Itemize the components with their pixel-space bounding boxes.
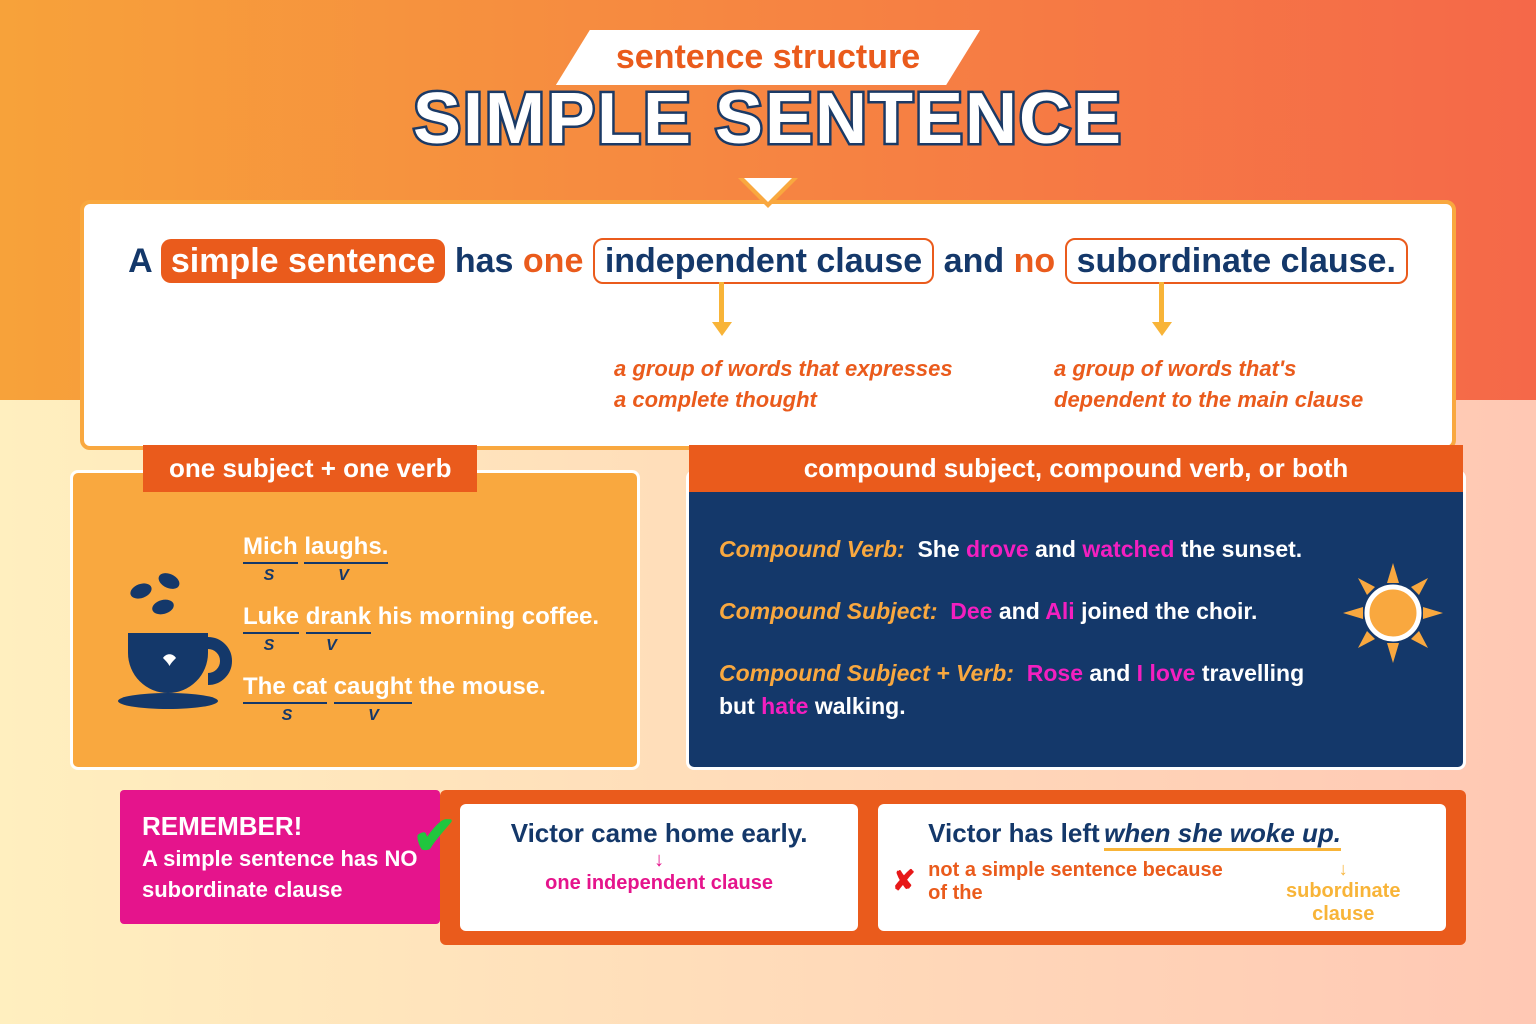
def-mid2: and	[944, 242, 1004, 280]
bottom-examples-panel: ✔ Victor came home early. ↓ one independ…	[440, 790, 1466, 945]
good-example-card: ✔ Victor came home early. ↓ one independ…	[460, 804, 858, 931]
example-row: Mich laughs.	[243, 533, 607, 561]
cs-label: Compound Subject:	[719, 598, 937, 624]
cb-p3: walking.	[815, 693, 906, 719]
arrow-down-icon-1	[712, 322, 732, 336]
arrow-icon: ↓	[482, 849, 836, 872]
tab-one-subject-verb: one subject + one verb	[143, 445, 477, 492]
cb-v2: hate	[761, 693, 808, 719]
callout-independent: a group of words that expresses a comple…	[614, 354, 953, 416]
remember-callout: REMEMBER! A simple sentence has NO subor…	[120, 790, 440, 924]
cs-p2: joined the choir.	[1081, 598, 1257, 624]
cross-icon: ✘	[892, 864, 915, 897]
cb-v1: love	[1149, 660, 1195, 686]
bad-p2: when she woke up.	[1104, 818, 1341, 851]
callout-subordinate: a group of words that's dependent to the…	[1054, 354, 1363, 416]
cv-p2: and	[1035, 536, 1076, 562]
arrow-stem-1	[719, 282, 724, 322]
good-sub: one independent clause	[482, 872, 836, 895]
cb-p1: and	[1089, 660, 1130, 686]
cv-label: Compound Verb:	[719, 536, 905, 562]
check-icon: ✔	[412, 804, 457, 867]
definition-line: A simple sentence has one independent cl…	[124, 234, 1412, 288]
cb-h1: Rose	[1027, 660, 1083, 686]
bad-sub1: not a simple sentence because of the	[928, 859, 1242, 905]
def-highlight-simple: simple sentence	[161, 239, 446, 283]
sv-labels: S V	[243, 707, 607, 743]
cs-h1: Dee	[950, 598, 992, 624]
cv-h2: watched	[1082, 536, 1174, 562]
cs-h2: Ali	[1045, 598, 1074, 624]
bad-p1: Victor has left	[928, 818, 1099, 848]
cv-p3: the sunset.	[1181, 536, 1302, 562]
definition-box: A simple sentence has one independent cl…	[80, 200, 1456, 450]
examples-list: Mich laughs. S VLuke drank his morning c…	[243, 533, 607, 743]
compound-verb-line: Compound Verb: She drove and watched the…	[719, 533, 1323, 565]
cv-h1: drove	[966, 536, 1029, 562]
arrow-icon-2: ↓	[1262, 859, 1424, 880]
cv-p1: She	[917, 536, 959, 562]
def-mid1: has	[455, 242, 514, 280]
tab-compound: compound subject, compound verb, or both	[689, 445, 1463, 492]
def-accent-no: no	[1014, 242, 1056, 280]
example-row: Luke drank his morning coffee.	[243, 603, 607, 631]
remember-body: A simple sentence has NO subordinate cla…	[142, 844, 418, 906]
cs-p1: and	[999, 598, 1040, 624]
sv-labels: S V	[243, 567, 607, 603]
good-text: Victor came home early.	[482, 818, 836, 849]
cb-h2: I	[1137, 660, 1143, 686]
cb-label: Compound Subject + Verb:	[719, 660, 1014, 686]
arrow-stem-2	[1159, 282, 1164, 322]
def-highlight-subordinate: subordinate clause.	[1065, 238, 1408, 284]
panel-compound: compound subject, compound verb, or both…	[686, 470, 1466, 770]
panel-one-subject-verb: one subject + one verb Mich laughs. S VL…	[70, 470, 640, 770]
banner-text: sentence structure	[616, 38, 920, 76]
def-prefix: A	[128, 242, 151, 280]
sv-labels: S V	[243, 637, 607, 673]
banner: sentence structure	[556, 30, 980, 85]
def-accent-one: one	[523, 242, 583, 280]
bad-example-card: Victor has left when she woke up. ✘ not …	[878, 804, 1446, 931]
remember-title: REMEMBER!	[142, 808, 418, 844]
coffee-cup-icon	[113, 573, 243, 728]
def-highlight-independent: independent clause	[593, 238, 934, 284]
example-row: The cat caught the mouse.	[243, 673, 607, 701]
arrow-down-icon-2	[1152, 322, 1172, 336]
main-title: SIMPLE SENTENCE	[413, 78, 1123, 160]
compound-subject-line: Compound Subject: Dee and Ali joined the…	[719, 595, 1323, 627]
bad-sub2: subordinate clause	[1262, 880, 1424, 926]
sun-icon	[1343, 563, 1443, 663]
pointer-icon	[738, 178, 798, 208]
compound-both-line: Compound Subject + Verb: Rose and I love…	[719, 657, 1323, 721]
